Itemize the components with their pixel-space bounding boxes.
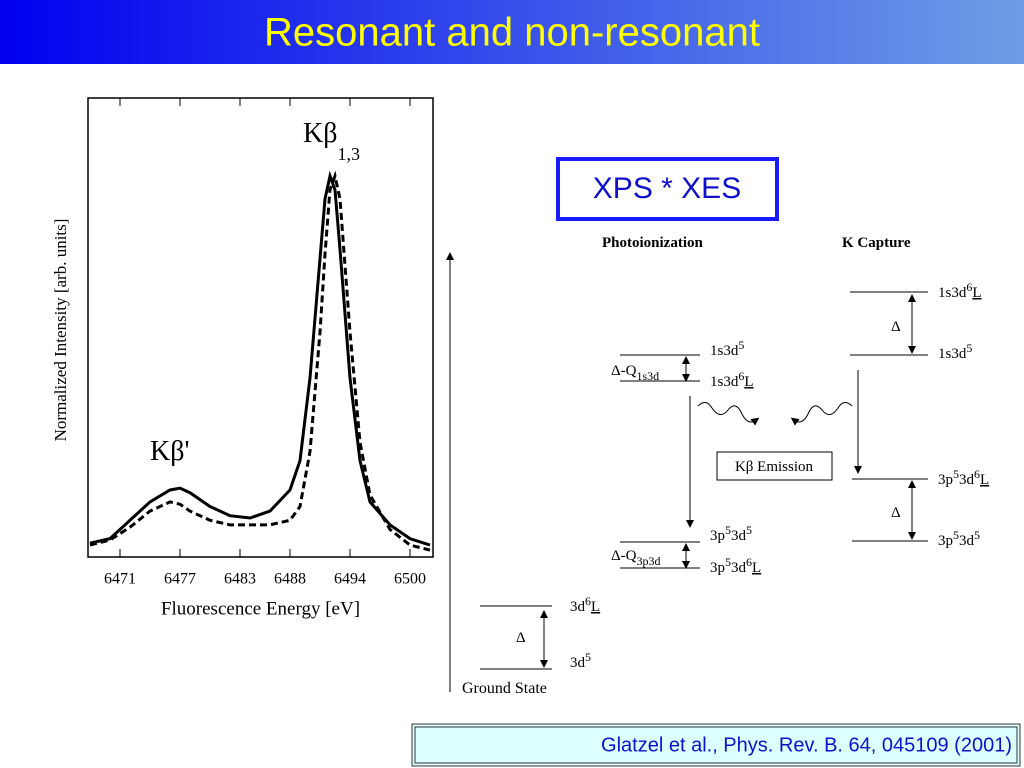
- label-part: 5: [585, 650, 591, 664]
- annotation-sub: 1,3: [337, 144, 360, 164]
- label-part: 3p: [938, 472, 953, 488]
- label-part: 6: [585, 594, 591, 608]
- label-part: 5: [725, 523, 731, 537]
- label-part: 3p: [710, 528, 725, 544]
- x-axis-label: Fluorescence Energy [eV]: [161, 598, 360, 619]
- label-part: L: [972, 285, 981, 301]
- level-label: Δ: [891, 319, 901, 335]
- label-part: 6: [974, 467, 980, 481]
- level-label: 3p53d5: [710, 523, 752, 544]
- label-part: 6: [966, 280, 972, 294]
- label-part: 3d: [959, 533, 975, 549]
- heading: Photoionization: [602, 235, 703, 251]
- label-part: 5: [974, 528, 980, 542]
- label-part: 3p: [710, 560, 725, 576]
- label-part: 5: [746, 523, 752, 537]
- annotation: Kβ': [150, 436, 190, 467]
- level-label: Δ-Q1s3d: [611, 363, 659, 383]
- level-label: 1s3d5: [710, 338, 744, 359]
- diagram-text: Ground State: [462, 680, 547, 697]
- annotation: Kβ1,3: [303, 118, 360, 164]
- label-part: 3d: [570, 599, 586, 615]
- label-part: Δ: [516, 630, 526, 646]
- wavy-arrow: [697, 402, 760, 426]
- label-part: 5: [953, 467, 959, 481]
- label-part: 3d: [731, 560, 747, 576]
- label-part: 6: [746, 555, 752, 569]
- x-tick-label: 6488: [274, 571, 306, 588]
- emission-box: [716, 451, 833, 481]
- label-part: 3p: [938, 533, 953, 549]
- slide-title: Resonant and non-resonant: [264, 11, 760, 55]
- citation-box: [411, 723, 1021, 767]
- annotation-text: Kβ: [303, 118, 337, 149]
- badge-box: [556, 157, 779, 221]
- data-line: [89, 170, 431, 552]
- label-part: 3d: [959, 472, 975, 488]
- x-tick-label: 6477: [164, 571, 196, 588]
- level-label: 3p53d6L: [710, 555, 761, 576]
- label-part: 6: [738, 369, 744, 383]
- label-part: L: [591, 599, 600, 615]
- label-part: 1s3d: [710, 343, 739, 359]
- level-label: Δ-Q3p3d: [611, 548, 660, 568]
- label-part: 3d: [731, 528, 747, 544]
- label-part: 3d: [570, 655, 586, 671]
- level-label: 3d5: [570, 650, 591, 671]
- level-label: 1s3d6L: [938, 280, 982, 301]
- x-tick-label: 6471: [104, 571, 136, 588]
- title-bar: [0, 0, 1024, 64]
- level-label: 1s3d6L: [710, 369, 754, 390]
- label-part: Δ: [891, 319, 901, 335]
- label-part: Δ: [891, 505, 901, 521]
- diagram-text: Kβ Emission: [735, 459, 814, 475]
- plot-frame: [87, 97, 434, 558]
- label-part: 1s3d: [636, 369, 659, 383]
- label-part: L: [980, 472, 989, 488]
- level-label: 1s3d5: [938, 341, 972, 362]
- x-tick-label: 6483: [224, 571, 256, 588]
- label-part: 5: [725, 555, 731, 569]
- citation: Glatzel et al., Phys. Rev. B. 64, 045109…: [601, 734, 1012, 756]
- x-tick-label: 6494: [334, 571, 366, 588]
- level-label: 3p53d5: [938, 528, 980, 549]
- label-part: 3p3d: [636, 554, 660, 568]
- label-part: Δ-Q: [611, 363, 637, 379]
- data-line: [89, 170, 431, 547]
- wavy-arrow: [790, 402, 853, 426]
- heading: K Capture: [842, 235, 911, 251]
- label-part: 5: [738, 338, 744, 352]
- label-part: 5: [953, 528, 959, 542]
- label-part: 5: [966, 341, 972, 355]
- citation-box-inner: [414, 726, 1018, 764]
- y-axis-label: Normalized Intensity [arb. units]: [51, 219, 70, 442]
- label-part: Δ-Q: [611, 548, 637, 564]
- level-label: 3p53d6L: [938, 467, 989, 488]
- label-part: L: [744, 374, 753, 390]
- label-part: 1s3d: [938, 346, 967, 362]
- badge: XPS * XES: [593, 172, 741, 205]
- level-label: Δ: [516, 630, 526, 646]
- level-label: 3d6L: [570, 594, 600, 615]
- label-part: 1s3d: [938, 285, 967, 301]
- x-tick-label: 6500: [394, 571, 426, 588]
- label-part: L: [752, 560, 761, 576]
- level-label: Δ: [891, 505, 901, 521]
- label-part: 1s3d: [710, 374, 739, 390]
